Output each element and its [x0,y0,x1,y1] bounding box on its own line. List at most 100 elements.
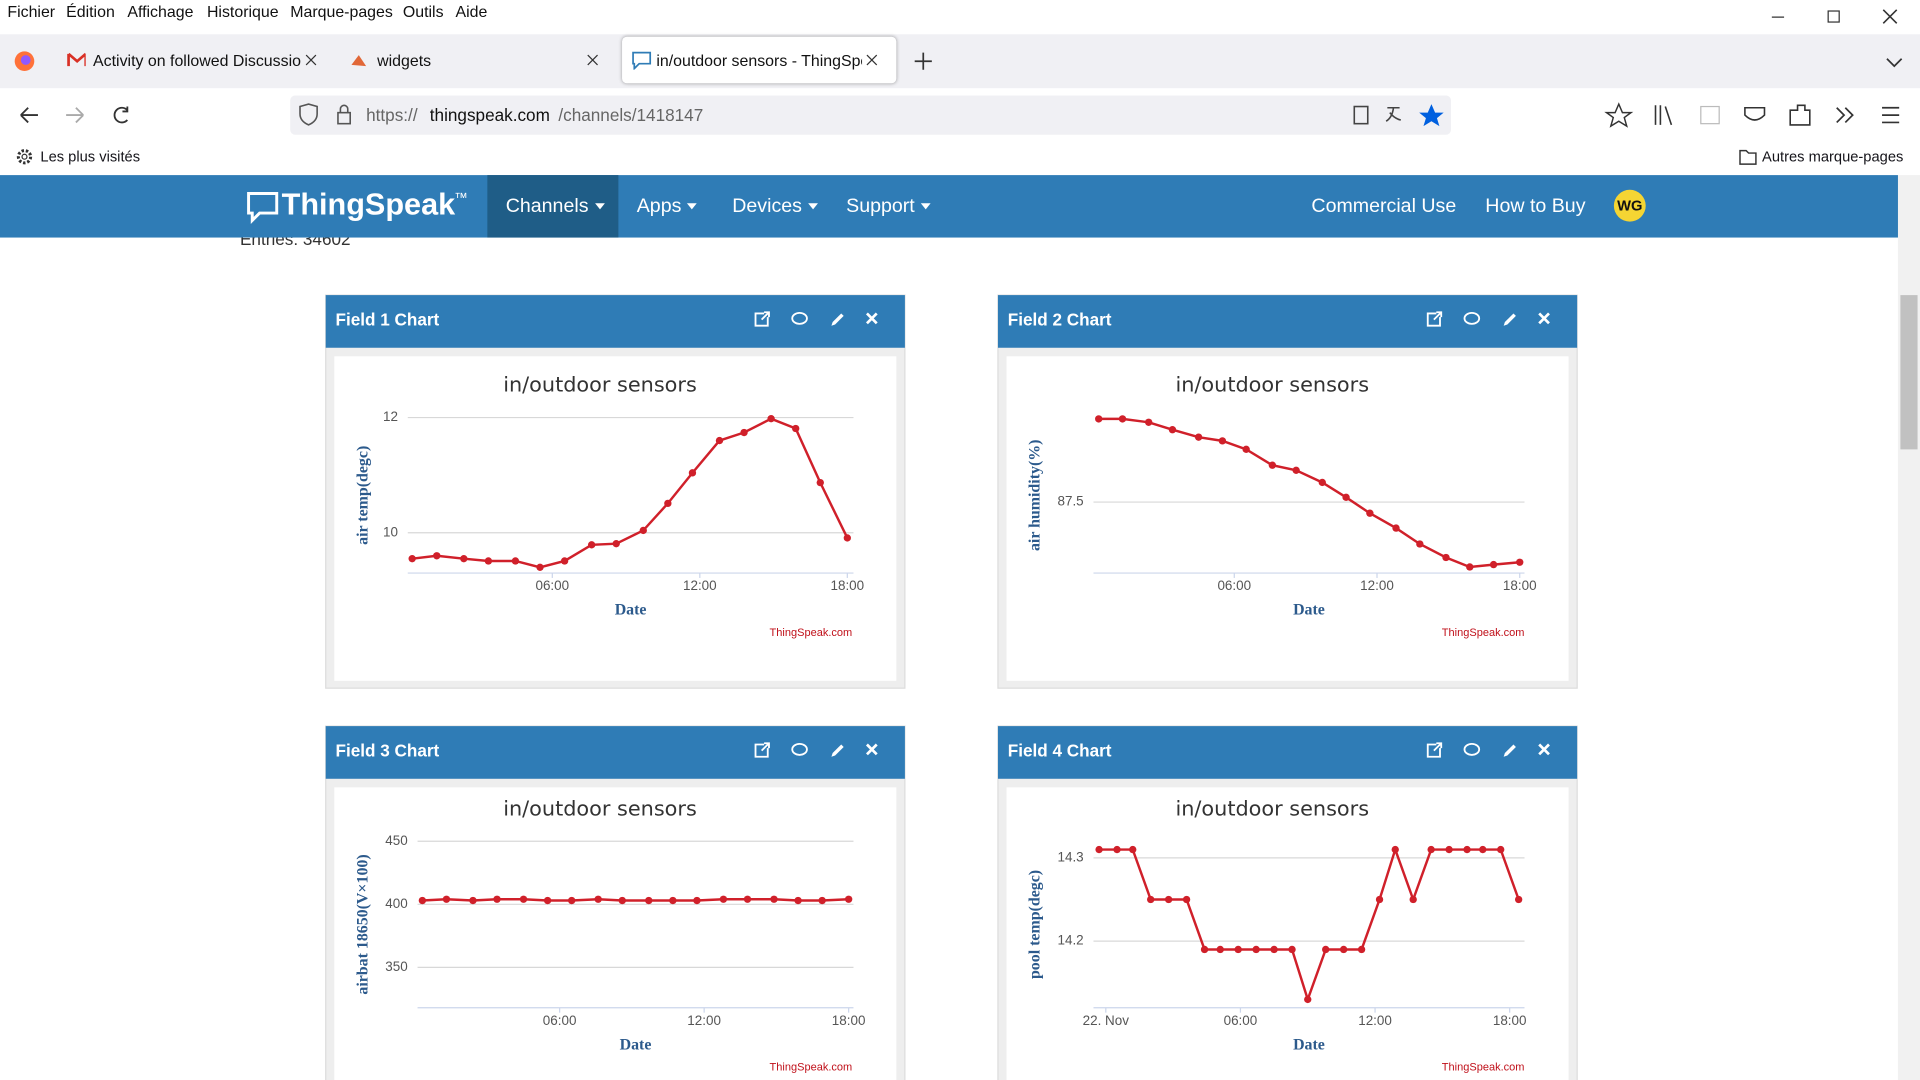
data-point [485,557,492,564]
data-point [689,469,696,476]
data-point [1201,946,1208,953]
data-point [1292,467,1299,474]
x-tick-label: 22. Nov [1083,1013,1130,1028]
x-tick-label: 06:00 [1224,1013,1258,1028]
data-point [536,564,543,571]
chart-background [334,787,896,1080]
x-axis-label: Date [1293,602,1325,619]
data-point [460,555,467,562]
y-tick-label: 87.5 [1057,494,1083,509]
data-point [1269,462,1276,469]
data-point [1183,896,1190,903]
data-point [1466,563,1473,570]
data-point [1516,559,1523,566]
y-tick-label: 14.2 [1057,933,1083,948]
data-line [422,899,848,900]
data-point [469,897,476,904]
x-tick-label: 06:00 [535,578,569,593]
y-axis-label: air temp(degc) [354,446,371,545]
chart-background [1007,787,1569,1080]
data-point [1392,524,1399,531]
data-point [664,500,671,507]
data-point [1490,561,1497,568]
data-point [1358,946,1365,953]
data-point [1145,419,1152,426]
data-point [640,527,647,534]
data-point [1235,946,1242,953]
chart-credit: ThingSpeak.com [770,1062,853,1074]
data-point [595,896,602,903]
data-point [1113,846,1120,853]
logo-tm: ™ [454,175,467,237]
data-point [1463,846,1470,853]
data-point [433,552,440,559]
panel-title: Field 4 Chart [1008,740,1112,760]
data-point [1376,896,1383,903]
data-point [1392,846,1399,853]
data-point [1410,896,1417,903]
scrollbar-thumb[interactable] [1900,295,1917,449]
data-point [767,415,774,422]
data-point [1217,946,1224,953]
x-tick-label: 06:00 [1217,578,1251,593]
data-point [720,896,727,903]
data-point [845,896,852,903]
y-tick-label: 14.3 [1057,849,1083,864]
panel-title: Field 1 Chart [336,309,440,329]
logo-icon [245,190,282,227]
data-point [1340,946,1347,953]
nav-item[interactable]: Commercial Use [1311,175,1456,237]
y-tick-label: 12 [383,409,398,424]
chart-panel: Field 4 Chart in/outdoor sensors pool temp… [998,726,1577,1080]
chart-panel: Field 1 Chartin/outdoor sensorsair temp(… [326,295,905,688]
data-point [1427,846,1434,853]
data-point [1219,437,1226,444]
nav-item[interactable]: Support [846,175,931,237]
data-point [512,557,519,564]
chart-panel: Field 3 Chartin/outdoor sensorsairbat 18… [326,726,905,1080]
x-axis-label: Date [1293,1036,1325,1053]
x-tick-label: 12:00 [1360,578,1394,593]
y-axis-label: airbat 18650(V×100) [354,854,371,994]
y-axis-label: pool temp(degc) [1027,870,1044,979]
data-point [1416,540,1423,547]
panel-title: Field 3 Chart [336,740,440,760]
chart-credit: ThingSpeak.com [1442,627,1525,639]
data-point [1195,433,1202,440]
data-point [493,896,500,903]
data-point [419,897,426,904]
nav-item[interactable]: Channels [506,175,605,237]
y-tick-label: 10 [383,524,398,539]
x-tick-label: 06:00 [543,1013,577,1028]
data-point [544,897,551,904]
nav-item[interactable]: Apps [637,175,698,237]
x-tick-label: 18:00 [832,1013,866,1028]
nav-item[interactable]: Devices [732,175,818,237]
data-point [740,429,747,436]
logo-text[interactable]: ThingSpeak [282,175,455,237]
nav-item[interactable]: How to Buy [1485,175,1585,237]
data-point [1169,426,1176,433]
data-point [1129,846,1136,853]
data-point [1445,846,1452,853]
chart-credit: ThingSpeak.com [770,627,853,639]
data-point [1442,554,1449,561]
data-point [1304,996,1311,1003]
data-point [409,555,416,562]
chart-title: in/outdoor sensors [1175,796,1369,820]
data-point [744,896,751,903]
data-point [1342,494,1349,501]
data-point [613,540,620,547]
y-tick-label: 350 [385,959,407,974]
x-tick-label: 12:00 [687,1013,721,1028]
x-tick-label: 18:00 [1493,1013,1527,1028]
data-point [1119,415,1126,422]
data-point [561,557,568,564]
site-nav: ThingSpeak ™ Channels Apps Devices Suppo… [0,175,1898,237]
avatar[interactable]: WG [1614,190,1646,222]
data-point [794,897,801,904]
